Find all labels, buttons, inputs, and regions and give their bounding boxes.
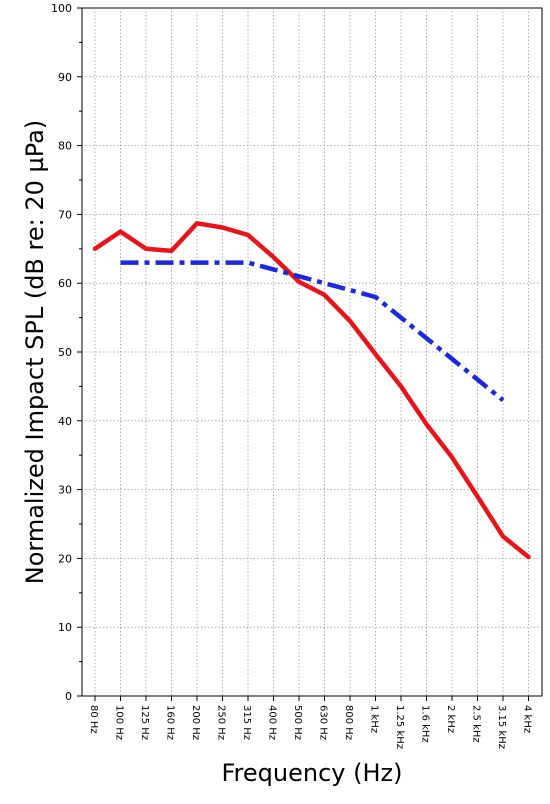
x-tick-label: 630 Hz [318,705,329,740]
x-tick-label: 1.25 kHz [394,705,405,749]
x-tick-label: 1 kHz [369,705,380,733]
x-tick-label: 500 Hz [292,705,303,740]
x-tick-label: 250 Hz [216,705,227,740]
y-tick-label: 40 [58,415,72,428]
y-tick-label: 80 [58,140,72,153]
y-tick-label: 0 [65,690,72,703]
y-tick-label: 10 [58,621,72,634]
y-tick-label: 50 [58,346,72,359]
series-1-line [92,221,531,560]
x-tick-label: 2.5 kHz [471,705,482,743]
x-tick-label: 800 Hz [343,705,354,740]
x-tick-label: 400 Hz [267,705,278,740]
series-2-line [120,260,505,402]
y-tick-label: 20 [58,552,72,565]
x-tick-label: 315 Hz [241,705,252,740]
x-tick-label: 100 Hz [114,705,125,740]
x-tick-label: 125 Hz [139,705,150,740]
y-tick-label: 90 [58,71,72,84]
y-axis-label: Normalized Impact SPL (dB re: 20 µPa) [21,120,49,584]
plot-area [81,7,543,697]
y-tick-label: 30 [58,484,72,497]
y-tick-label: 60 [58,277,72,290]
y-tick-label: 100 [51,2,72,15]
x-tick-label: 3.15 kHz [496,705,507,749]
x-tick-label: 80 Hz [88,705,99,734]
axis-ticks: 0 10 20 30 40 50 60 70 80 90 100 80 Hz 100 Hz 125 Hz 1… [51,2,533,749]
x-tick-label: 2 kHz [445,705,456,733]
x-tick-label: 4 kHz [522,705,533,733]
grid-lines [82,8,542,696]
x-axis-label: Frequency (Hz) [222,759,403,787]
y-tick-label: 70 [58,208,72,221]
x-tick-label: 200 Hz [190,705,201,740]
x-tick-label: 1.6 kHz [420,705,431,743]
data-series [92,221,531,560]
x-tick-label: 160 Hz [165,705,176,740]
